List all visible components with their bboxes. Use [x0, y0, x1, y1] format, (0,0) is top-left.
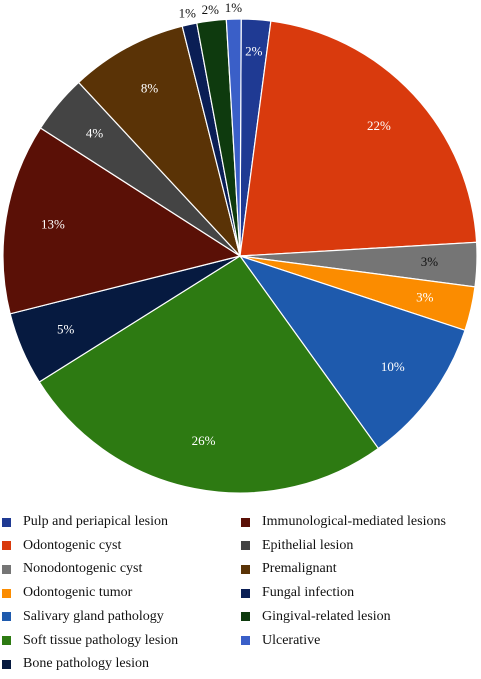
legend-item-ulcerative: Ulcerative — [241, 631, 320, 651]
slice-immunological-mediated-lesions — [2, 127, 242, 315]
legend-swatch — [2, 612, 11, 622]
legend-item-bone-pathology-lesion: Bone pathology lesion — [2, 654, 149, 674]
legend-label: Salivary gland pathology — [23, 608, 164, 624]
legend-label: Nonodontogenic cyst — [23, 561, 143, 577]
legend-label: Pulp and periapical lesion — [23, 514, 169, 529]
slice-label-soft-tissue-pathology-lesion: 26% — [192, 433, 216, 448]
pie-slices — [2, 18, 478, 494]
legend-label: Ulcerative — [262, 632, 321, 648]
legend-item-epithelial-lesion: Epithelial lesion — [241, 536, 353, 556]
legend-swatch — [241, 517, 250, 527]
slice-salivary-gland-pathology — [238, 254, 466, 450]
slice-label-ulcerative: 1% — [225, 0, 243, 15]
legend-item-odontogenic-cyst: Odontogenic cyst — [2, 536, 121, 556]
legend-item-pulp-and-periapical-lesion: Pulp and periapical lesion — [2, 512, 168, 532]
legend-swatch — [2, 588, 11, 598]
legend-swatch — [2, 564, 11, 574]
legend-label: Gingival-related lesion — [262, 608, 391, 624]
legend-item-premalignant: Premalignant — [241, 559, 337, 579]
legend-label: Epithelial lesion — [262, 537, 354, 553]
legend-swatch — [2, 541, 11, 551]
legend-label: Premalignant — [262, 561, 337, 577]
legend-label: Bone pathology lesion — [23, 656, 149, 672]
legend-label: Fungal infection — [262, 585, 355, 601]
legend-label: Odontogenic tumor — [23, 585, 133, 601]
legend-swatch — [241, 588, 250, 598]
legend-swatch — [241, 541, 250, 551]
slice-label-epithelial-lesion: 4% — [86, 125, 104, 140]
legend-swatch — [2, 636, 11, 645]
legend-swatch — [2, 659, 11, 669]
legend-item-gingival-related-lesion: Gingival-related lesion — [241, 607, 391, 627]
legend-swatch — [241, 636, 250, 645]
legend-swatch — [241, 564, 250, 574]
slice-soft-tissue-pathology-lesion — [38, 255, 380, 494]
legend-label: Soft tissue pathology lesion — [23, 632, 179, 648]
legend-label: Immunological-mediated lesions — [262, 514, 446, 529]
legend-item-fungal-infection: Fungal infection — [241, 583, 354, 603]
slice-label-odontogenic-tumor: 3% — [416, 289, 434, 304]
slice-label-bone-pathology-lesion: 5% — [57, 321, 75, 336]
pie-chart: 2% 22% 3% 3% 10% 26% 5% 13% 4% 8% 1% 2% 1% — [2, 0, 478, 494]
slice-odontogenic-cyst — [239, 20, 478, 257]
legend-item-immunological-mediated-lesions: Immunological-mediated lesions — [241, 512, 446, 532]
legend-item-soft-tissue-pathology-lesion: Soft tissue pathology lesion — [2, 631, 178, 651]
slice-premalignant — [77, 25, 241, 257]
legend-item-nonodontogenic-cyst: Nonodontogenic cyst — [2, 559, 142, 579]
slice-label-nonodontogenic-cyst: 3% — [421, 254, 439, 269]
slice-label-premalignant: 8% — [141, 80, 159, 95]
slice-label-pulp-and-periapical-lesion: 2% — [245, 44, 263, 59]
slice-label-salivary-gland-pathology: 10% — [381, 359, 405, 374]
slice-label-gingival-related-lesion: 2% — [202, 2, 220, 17]
legend-item-salivary-gland-pathology: Salivary gland pathology — [2, 607, 164, 627]
slice-label-fungal-infection: 1% — [179, 6, 197, 21]
slice-label-immunological-mediated-lesions: 13% — [41, 216, 65, 231]
legend-swatch — [241, 612, 250, 622]
slice-ulcerative — [225, 18, 242, 257]
legend-swatch — [2, 517, 11, 527]
legend-item-odontogenic-tumor: Odontogenic tumor — [2, 583, 132, 603]
slice-label-odontogenic-cyst: 22% — [367, 118, 391, 133]
pie-labels: 2% 22% 3% 3% 10% 26% 5% 13% 4% 8% 1% 2% 1% — [41, 0, 438, 448]
legend-label: Odontogenic cyst — [23, 537, 122, 553]
